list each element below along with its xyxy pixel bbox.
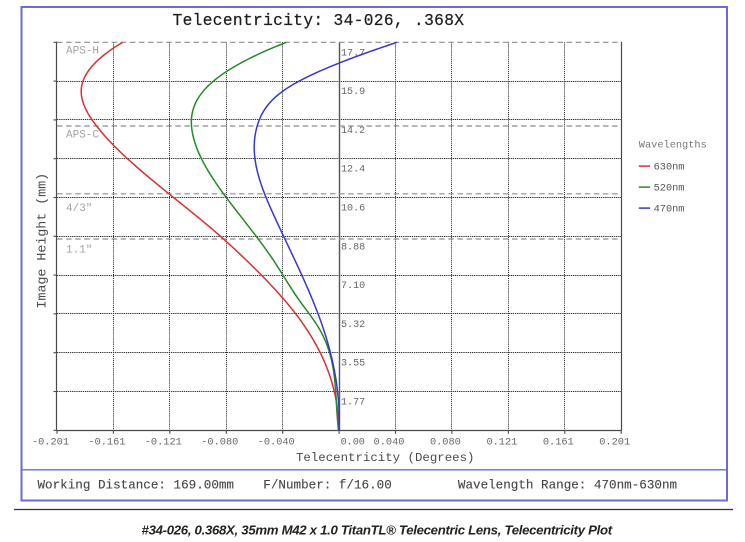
svg-text:-0.161: -0.161 xyxy=(88,437,125,449)
svg-text:5.32: 5.32 xyxy=(341,320,365,331)
svg-text:-0.040: -0.040 xyxy=(258,437,295,449)
svg-text:Image Height (mm): Image Height (mm) xyxy=(35,173,50,309)
svg-text:0.040: 0.040 xyxy=(374,437,405,449)
svg-text:Wavelengths: Wavelengths xyxy=(639,140,707,152)
svg-text:8.88: 8.88 xyxy=(341,242,365,253)
svg-text:7.10: 7.10 xyxy=(341,281,365,292)
svg-text:1.1": 1.1" xyxy=(66,245,92,257)
svg-text:520nm: 520nm xyxy=(654,183,685,195)
svg-text:17.7: 17.7 xyxy=(341,48,365,59)
svg-text:10.6: 10.6 xyxy=(341,204,365,215)
svg-text:0.161: 0.161 xyxy=(543,437,574,449)
svg-text:-0.201: -0.201 xyxy=(32,437,69,449)
svg-text:Working Distance: 169.00mm: Working Distance: 169.00mm xyxy=(38,478,235,492)
svg-text:630nm: 630nm xyxy=(654,162,685,174)
svg-text:3.55: 3.55 xyxy=(341,359,365,370)
svg-text:0.080: 0.080 xyxy=(430,437,461,449)
svg-text:#34-026, 0.368X, 35mm M42 x 1.: #34-026, 0.368X, 35mm M42 x 1.0 TitanTL®… xyxy=(142,523,613,538)
svg-text:APS-H: APS-H xyxy=(66,46,99,58)
svg-text:0.201: 0.201 xyxy=(599,437,630,449)
svg-text:470nm: 470nm xyxy=(654,204,685,216)
svg-text:APS-C: APS-C xyxy=(66,130,99,142)
svg-text:-0.121: -0.121 xyxy=(145,437,182,449)
svg-text:1.77: 1.77 xyxy=(341,398,365,409)
svg-text:15.9: 15.9 xyxy=(341,87,365,98)
svg-text:0.121: 0.121 xyxy=(486,437,517,449)
svg-text:Telecentricity (Degrees): Telecentricity (Degrees) xyxy=(296,451,474,465)
svg-text:12.4: 12.4 xyxy=(341,165,365,176)
svg-text:Wavelength Range: 470nm-630nm: Wavelength Range: 470nm-630nm xyxy=(458,478,677,492)
svg-text:F/Number: f/16.00: F/Number: f/16.00 xyxy=(263,478,391,492)
svg-text:-0.080: -0.080 xyxy=(201,437,238,449)
svg-text:Telecentricity: 34-026, .368X: Telecentricity: 34-026, .368X xyxy=(173,12,465,30)
svg-text:4/3": 4/3" xyxy=(66,203,92,215)
svg-text:14.2: 14.2 xyxy=(341,126,365,137)
svg-text:0.00: 0.00 xyxy=(341,438,365,449)
